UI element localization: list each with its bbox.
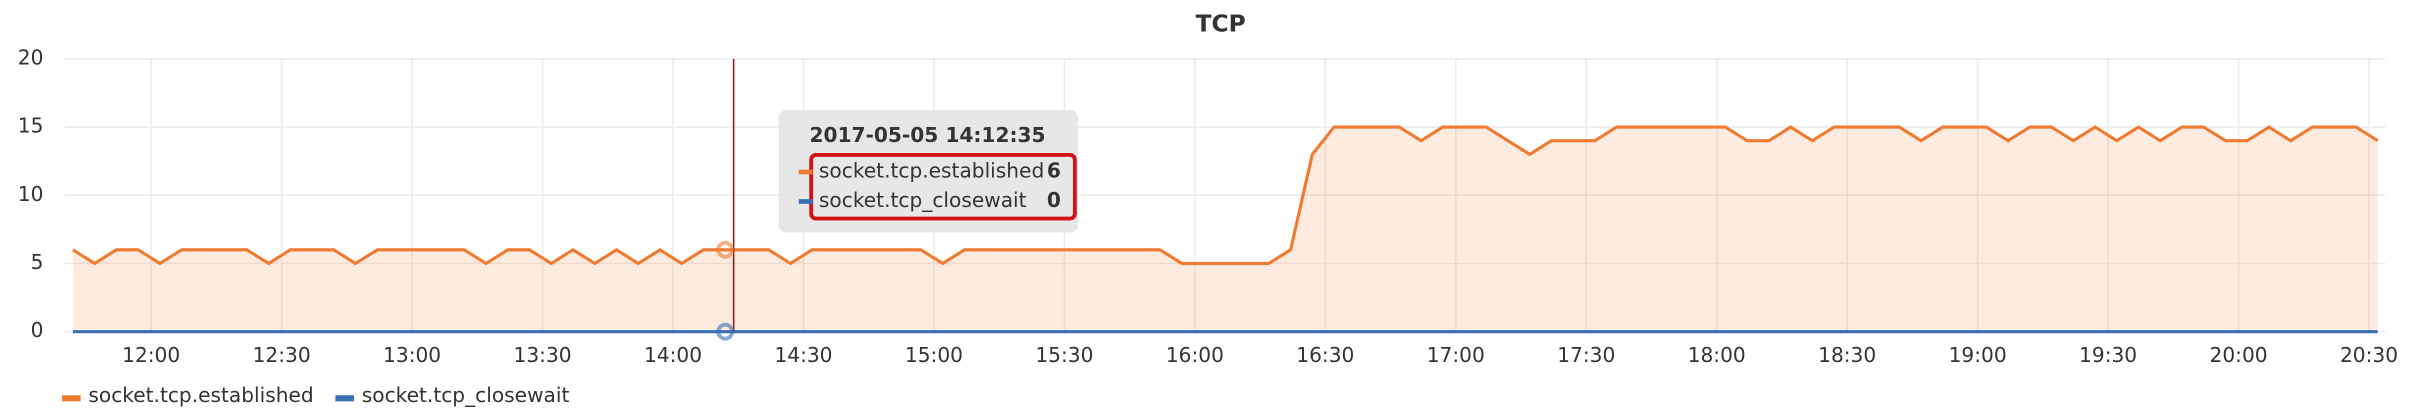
x-tick-label: 17:00 — [1427, 343, 1485, 367]
y-tick-label: 5 — [31, 250, 44, 274]
hover-point — [716, 240, 735, 259]
x-tick-label: 14:30 — [774, 343, 832, 367]
x-tick-label: 20:00 — [2210, 343, 2268, 367]
x-tick-label: 13:00 — [383, 343, 441, 367]
highlight — [809, 153, 1077, 221]
x-tick-label: 12:30 — [253, 343, 311, 367]
legend-label: socket.tcp.established — [88, 383, 313, 407]
x-tick-label: 15:30 — [1035, 343, 1093, 367]
x-tick-label: 17:30 — [1557, 343, 1615, 367]
tooltip-value: 6 — [1047, 159, 1061, 183]
x-tick-label: 16:30 — [1296, 343, 1354, 367]
x-tick-label: 13:30 — [514, 343, 572, 367]
y-tick-label: 15 — [18, 114, 44, 138]
y-tick-label: 0 — [31, 318, 44, 342]
hover-point — [716, 322, 735, 341]
x-tick-label: 19:00 — [1949, 343, 2007, 367]
y-tick-label: 20 — [18, 45, 44, 69]
legend-label: socket.tcp_closewait — [362, 383, 570, 407]
x-tick-label: 18:30 — [1818, 343, 1876, 367]
x-tick-label: 12:00 — [122, 343, 180, 367]
x-tick-label: 20:30 — [2340, 343, 2398, 367]
chart-title: TCP — [1196, 10, 1246, 37]
y-tick-label: 10 — [18, 182, 44, 206]
x-tick-label: 14:00 — [644, 343, 702, 367]
tooltip-value: 0 — [1047, 188, 1061, 212]
x-tick-label: 18:00 — [1688, 343, 1746, 367]
tooltip-name: socket.tcp_closewait — [819, 188, 1027, 212]
tooltip-title: 2017-05-05 14:12:35 — [809, 123, 1045, 147]
line — [72, 125, 2379, 266]
tooltip-name: socket.tcp.established — [819, 159, 1044, 183]
x-tick-label: 15:00 — [905, 343, 963, 367]
tooltip-box — [778, 110, 1078, 233]
x-tick-label: 16:00 — [1166, 343, 1224, 367]
x-tick-label: 19:30 — [2079, 343, 2137, 367]
tooltip: 2017-05-05 14:12:35 socket.tcp.establishe… — [778, 110, 1078, 233]
area — [72, 127, 2378, 332]
